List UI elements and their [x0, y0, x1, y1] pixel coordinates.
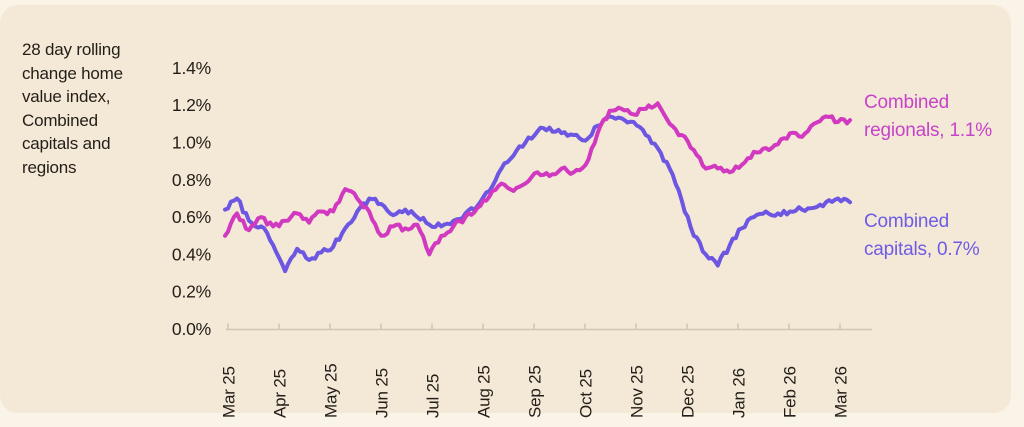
- y-tick-label: 1.4%: [172, 58, 211, 78]
- y-tick-label: 0.8%: [172, 170, 211, 190]
- x-axis: [226, 323, 872, 331]
- x-tick-label: Apr 25: [271, 369, 290, 418]
- line-chart: 0.0% 0.2% 0.4% 0.6% 0.8% 1.0% 1.2% 1.4% Mar 25 Ap…: [172, 58, 872, 418]
- x-tick-label: Jul 25: [424, 374, 443, 418]
- x-tick-label: Oct 25: [577, 369, 596, 418]
- x-tick-label: Jun 25: [373, 368, 392, 418]
- series-label-capitals: Combined capitals, 0.7%: [864, 211, 980, 260]
- chart-title: 28 day rolling change home value index, …: [22, 40, 123, 177]
- x-tick-label: Nov 25: [628, 365, 647, 418]
- x-tick-label: Dec 25: [679, 365, 698, 418]
- chart-card: 28 day rolling change home value index, …: [0, 5, 1011, 418]
- x-tick-label: Feb 26: [781, 366, 800, 418]
- y-tick-label: 1.0%: [172, 133, 211, 153]
- x-tick-label: Mar 25: [220, 366, 239, 418]
- series-label-regionals: Combined regionals, 1.1%: [864, 92, 992, 141]
- regionals-series-line: [223, 101, 852, 257]
- y-tick-label: 1.2%: [172, 95, 211, 115]
- x-axis-labels: Mar 25 Apr 25 May 25 Jun 25 Jul 25 Aug 25 Sep …: [220, 363, 851, 418]
- capitals-series-line: [223, 114, 852, 274]
- y-tick-label: 0.6%: [172, 207, 211, 227]
- x-tick-label: Mar 26: [832, 366, 851, 418]
- x-tick-label: Jan 26: [730, 368, 749, 418]
- x-tick-label: Aug 25: [475, 365, 494, 418]
- y-tick-label: 0.2%: [172, 282, 211, 302]
- y-tick-label: 0.0%: [172, 319, 211, 339]
- x-tick-label: May 25: [322, 363, 341, 418]
- x-tick-label: Sep 25: [526, 365, 545, 418]
- y-axis-labels: 0.0% 0.2% 0.4% 0.6% 0.8% 1.0% 1.2% 1.4%: [172, 58, 211, 339]
- y-tick-label: 0.4%: [172, 244, 211, 264]
